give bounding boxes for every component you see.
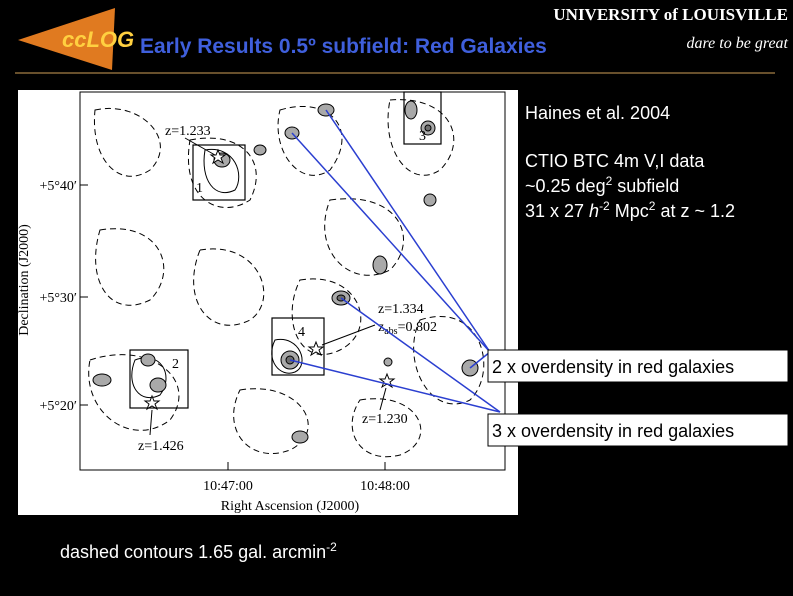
star-marker — [209, 148, 227, 165]
callout-box — [487, 349, 789, 383]
contour — [387, 99, 455, 176]
y-tick-label: +5°40′ — [39, 179, 77, 194]
motto: dare to be great — [687, 35, 789, 52]
axis-ticks — [80, 184, 386, 470]
region-box — [403, 91, 442, 145]
arrow — [379, 387, 387, 411]
contour — [88, 354, 180, 431]
region-box — [192, 144, 246, 201]
contour — [277, 105, 343, 176]
contour — [324, 198, 404, 276]
note-line: CTIO BTC 4m V,I data — [525, 151, 705, 171]
logo: ccLOG — [62, 27, 134, 52]
redshift-label: z=1.334 — [378, 302, 424, 317]
figure: 1 2 3 4 z=1.233 z=1.334 zabs=0.802 z=1.2… — [17, 90, 518, 515]
stars — [143, 148, 396, 411]
redshift-label: z=1.426 — [138, 439, 184, 454]
star-marker — [143, 394, 161, 411]
contours — [88, 99, 485, 458]
x-tick-label: 10:48:00 — [360, 479, 410, 494]
pointer-line — [325, 109, 491, 353]
star-marker — [307, 340, 325, 357]
footer: dashed contours 1.65 gal. arcmin-2 — [60, 540, 337, 562]
galaxy — [92, 373, 112, 387]
galaxy — [372, 255, 388, 275]
galaxy — [404, 100, 418, 120]
figure-panel — [18, 90, 518, 515]
galaxy — [149, 377, 167, 393]
galaxy — [291, 430, 309, 444]
callout-box — [487, 413, 789, 447]
galaxy — [383, 357, 393, 367]
galaxy-core — [424, 124, 432, 132]
callout: 2 x overdensity in red galaxies — [492, 357, 734, 377]
x-axis-label: Right Ascension (J2000) — [221, 499, 360, 514]
pointers — [289, 109, 501, 413]
university: UNIVERSITY of LOUISVILLE — [553, 5, 788, 24]
box-label: 1 — [196, 181, 203, 196]
note-line: ~0.25 deg2 subfield — [525, 174, 679, 196]
galaxy — [140, 353, 156, 367]
plot-frame — [79, 91, 506, 471]
arrows — [149, 137, 387, 436]
arrow — [149, 409, 153, 436]
callout: 3 x overdensity in red galaxies — [492, 421, 734, 441]
arrow — [321, 324, 376, 346]
region-box — [271, 317, 325, 376]
box-label: 4 — [298, 325, 305, 340]
region-box — [129, 349, 189, 409]
y-tick-label: +5°20′ — [39, 399, 77, 414]
box-label: 2 — [172, 357, 179, 372]
y-tick-label: +5°30′ — [39, 291, 77, 306]
reference: Haines et al. 2004 — [525, 103, 670, 123]
contour — [351, 398, 422, 458]
pointer-line — [340, 297, 501, 413]
x-tick-label: 10:47:00 — [203, 479, 253, 494]
galaxy — [253, 144, 267, 156]
contour — [93, 108, 161, 177]
redshift-label: z=1.230 — [362, 412, 408, 427]
pointer-line — [289, 359, 501, 413]
contour — [233, 388, 309, 455]
arrow — [184, 137, 216, 156]
contour — [193, 248, 265, 326]
pointer-line — [469, 351, 491, 369]
galaxy — [423, 193, 437, 207]
note-line: 31 x 27 h-2 Mpc2 at z ~ 1.2 — [525, 199, 735, 221]
box-label: 3 — [419, 129, 426, 144]
redshift-label: z=1.233 — [165, 124, 211, 139]
y-axis-label: Declination (J2000) — [17, 224, 32, 336]
contour — [95, 228, 165, 306]
contour — [291, 278, 362, 356]
title: Early Results 0.5º subfield: Red Galaxie… — [140, 35, 547, 58]
pointer-line — [291, 132, 491, 353]
logo-shape — [18, 8, 115, 70]
